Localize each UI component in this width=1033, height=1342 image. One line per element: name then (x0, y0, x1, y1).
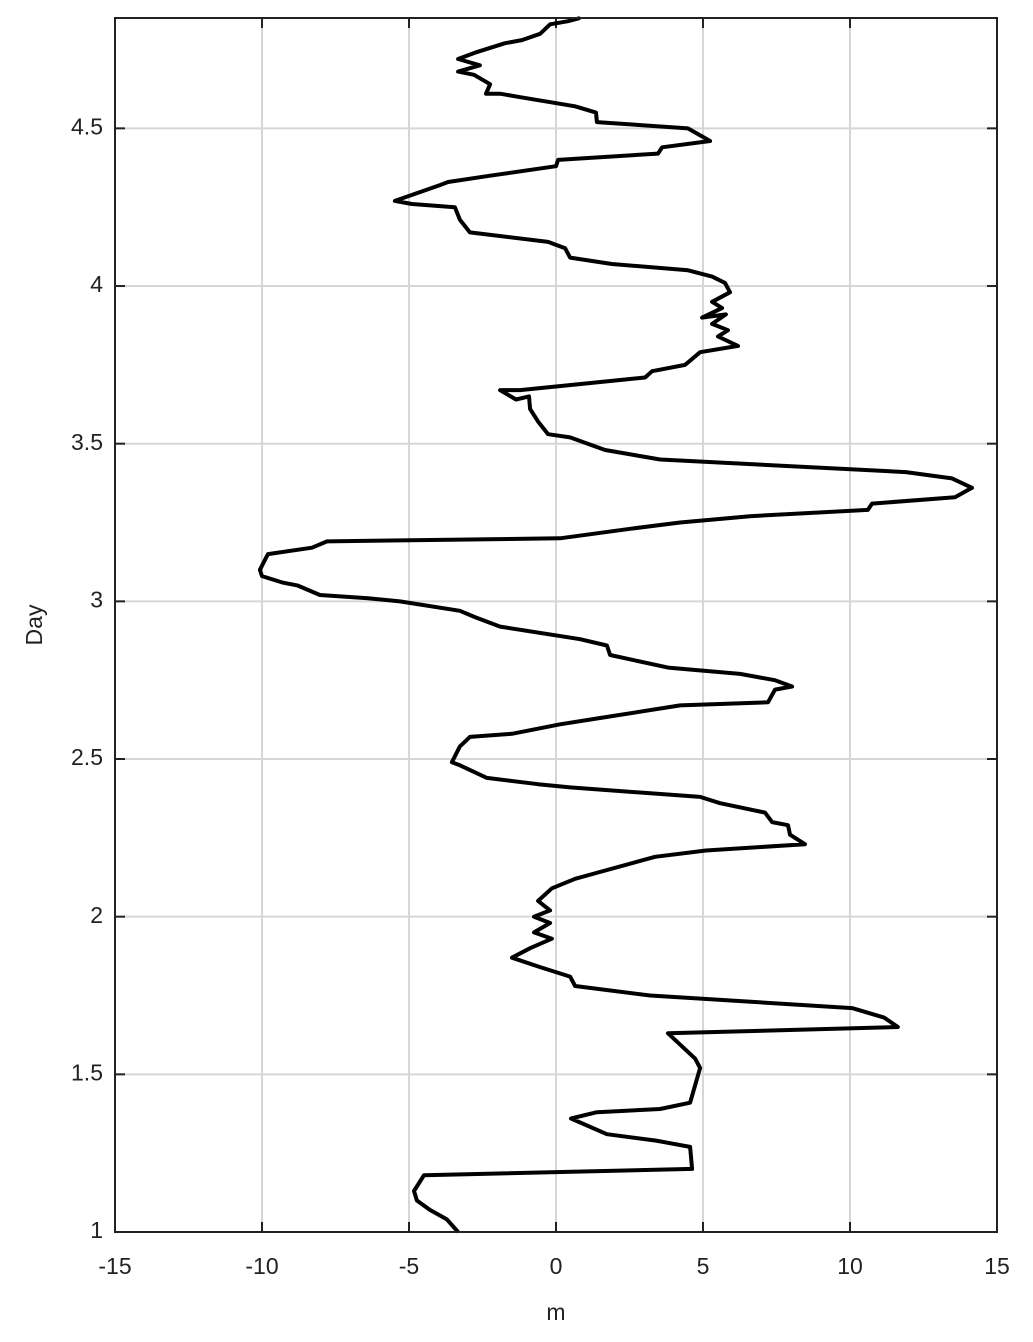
y-tick-label: 2.5 (71, 744, 103, 770)
x-tick-label: 0 (550, 1253, 563, 1279)
x-tick-label: 5 (697, 1253, 710, 1279)
x-tick-label: 15 (984, 1253, 1010, 1279)
y-tick-label: 2 (90, 902, 103, 928)
y-tick-label: 3 (90, 586, 103, 612)
y-tick-label: 1 (90, 1217, 103, 1243)
y-tick-label: 1.5 (71, 1059, 103, 1085)
y-axis-label: Day (21, 604, 47, 645)
y-tick-label: 4 (90, 271, 103, 297)
data-line (257, 16, 974, 1234)
x-axis-label: m (546, 1299, 565, 1325)
x-tick-label: 10 (837, 1253, 863, 1279)
plot-frame (114, 17, 998, 1233)
y-tick-label: 4.5 (71, 113, 103, 139)
x-tick-label: -10 (245, 1253, 278, 1279)
x-tick-label: -15 (98, 1253, 131, 1279)
x-tick-label: -5 (399, 1253, 419, 1279)
y-tick-label: 3.5 (71, 429, 103, 455)
